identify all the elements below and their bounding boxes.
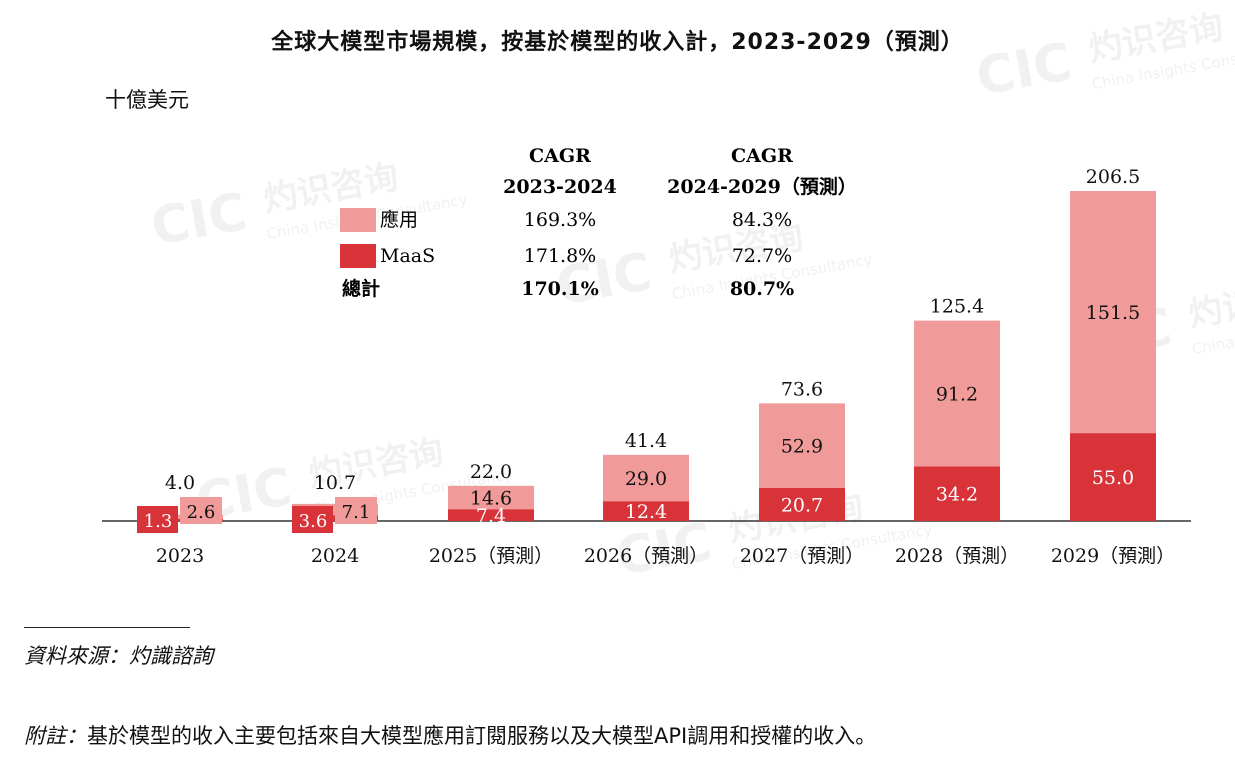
bar-maas [603, 501, 689, 521]
cagr-value: 171.8% [524, 245, 596, 267]
bar-label-maas: 55.0 [1092, 467, 1134, 489]
cagr-value: 80.7% [730, 278, 794, 300]
x-tick-label: 2024 [311, 545, 359, 567]
bar-app [603, 454, 689, 502]
bar-maas [1070, 433, 1156, 521]
bar-total-label: 125.4 [930, 296, 984, 318]
note-label: 附註： [24, 724, 87, 748]
bar-maas [759, 487, 845, 521]
note-body: 基於模型的收入主要包括來自大模型應用訂閱服務以及大模型API調用和授權的收入。 [87, 724, 877, 748]
bar-total-label: 73.6 [781, 378, 823, 400]
cagr-value: 72.7% [732, 245, 792, 267]
chart-title: 全球大模型市場規模，按基於模型的收入計，2023-2029（預測） [271, 30, 964, 55]
unit-label: 十億美元 [105, 88, 189, 112]
watermark-cn: 灼识咨询 [1185, 272, 1235, 335]
watermark-logo: CIC [147, 182, 252, 258]
cagr-value: 169.3% [524, 209, 596, 231]
bar-label-app: 2.6 [187, 502, 216, 523]
legend-swatch [340, 244, 376, 268]
cagr-value: 84.3% [732, 209, 792, 231]
bar-app [759, 403, 845, 488]
cagr-header-period: 2024-2029（預測） [667, 175, 857, 198]
footnote-rule [24, 627, 190, 628]
bar-label-box-app [180, 497, 222, 524]
legend-swatch [340, 208, 376, 232]
bar-total-label: 41.4 [625, 430, 667, 452]
bar-maas [914, 466, 1000, 521]
bar-label-app: 52.9 [781, 436, 823, 458]
bar-total-label: 22.0 [470, 461, 512, 483]
bar-label-maas: 12.4 [625, 501, 667, 523]
bar-label-app: 91.2 [936, 383, 978, 405]
bar-total-label: 4.0 [165, 472, 195, 494]
x-tick-label: 2027（預測） [740, 545, 864, 567]
bar-label-maas: 3.6 [299, 511, 328, 532]
bar-label-app: 7.1 [342, 502, 371, 523]
cagr-header-period: 2023-2024 [503, 176, 617, 198]
bar-label-box-app [335, 497, 377, 524]
cagr-value: 170.1% [521, 278, 599, 300]
source-text: 資料來源：灼識諮詢 [24, 644, 213, 668]
legend-label: 應用 [380, 208, 418, 231]
x-tick-label: 2023 [156, 545, 204, 567]
bar-label-maas: 34.2 [936, 484, 978, 506]
bar-label-maas: 7.4 [476, 505, 506, 527]
bar-label-app: 14.6 [470, 488, 512, 510]
bar-label-box-maas [292, 506, 333, 533]
bar-app [448, 485, 534, 510]
bar-label-app: 151.5 [1086, 302, 1140, 324]
legend-label-total: 總計 [342, 277, 380, 300]
legend-label: MaaS [380, 245, 435, 267]
x-tick-label: 2025（預測） [429, 545, 553, 567]
bar-label-box-maas [137, 506, 178, 533]
bar-label-maas: 1.3 [144, 511, 173, 532]
bar-app [1070, 191, 1156, 434]
note-text: 附註：基於模型的收入主要包括來自大模型應用訂閱服務以及大模型API調用和授權的收… [24, 720, 876, 750]
bar-app [914, 320, 1000, 467]
x-tick-label: 2026（預測） [584, 545, 708, 567]
cagr-header: CAGR [731, 145, 793, 167]
x-tick-label: 2028（預測） [895, 545, 1019, 567]
watermark-logo: CIC [972, 32, 1077, 108]
bar-total-label: 10.7 [314, 472, 356, 494]
bar-label-app: 29.0 [625, 468, 667, 490]
x-tick-label: 2029（預測） [1051, 545, 1175, 567]
bar-maas [448, 509, 534, 521]
bar-total-label: 206.5 [1086, 166, 1140, 188]
bar-label-maas: 20.7 [781, 494, 823, 516]
cagr-header: CAGR [529, 145, 591, 167]
